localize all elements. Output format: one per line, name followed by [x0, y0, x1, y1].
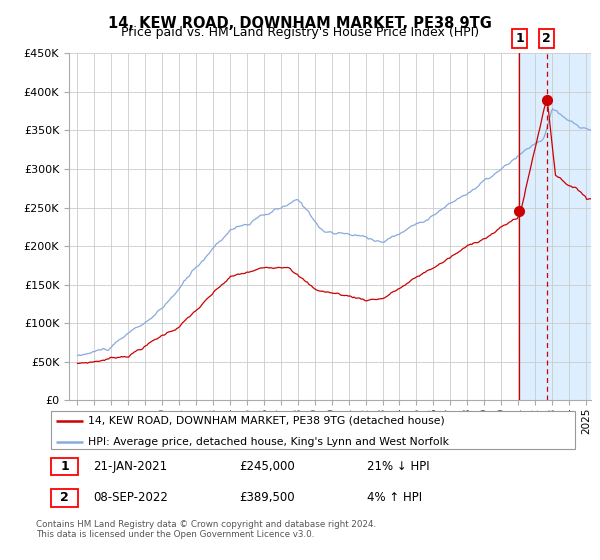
- Text: Price paid vs. HM Land Registry's House Price Index (HPI): Price paid vs. HM Land Registry's House …: [121, 26, 479, 39]
- Text: 1: 1: [60, 460, 69, 473]
- Text: £389,500: £389,500: [239, 491, 295, 504]
- Text: Contains HM Land Registry data © Crown copyright and database right 2024.
This d: Contains HM Land Registry data © Crown c…: [36, 520, 376, 539]
- Text: 14, KEW ROAD, DOWNHAM MARKET, PE38 9TG: 14, KEW ROAD, DOWNHAM MARKET, PE38 9TG: [108, 16, 492, 31]
- Text: £245,000: £245,000: [239, 460, 295, 473]
- Text: HPI: Average price, detached house, King's Lynn and West Norfolk: HPI: Average price, detached house, King…: [88, 437, 449, 446]
- FancyBboxPatch shape: [50, 458, 78, 475]
- Bar: [520, 53, 591, 400]
- Text: 2: 2: [542, 32, 551, 45]
- Text: 4% ↑ HPI: 4% ↑ HPI: [367, 491, 422, 504]
- FancyBboxPatch shape: [50, 489, 78, 506]
- Text: 2: 2: [60, 491, 69, 504]
- Text: 08-SEP-2022: 08-SEP-2022: [93, 491, 168, 504]
- Text: 14, KEW ROAD, DOWNHAM MARKET, PE38 9TG (detached house): 14, KEW ROAD, DOWNHAM MARKET, PE38 9TG (…: [88, 416, 445, 426]
- FancyBboxPatch shape: [50, 411, 575, 449]
- Text: 21% ↓ HPI: 21% ↓ HPI: [367, 460, 429, 473]
- Text: 21-JAN-2021: 21-JAN-2021: [93, 460, 167, 473]
- Text: 1: 1: [515, 32, 524, 45]
